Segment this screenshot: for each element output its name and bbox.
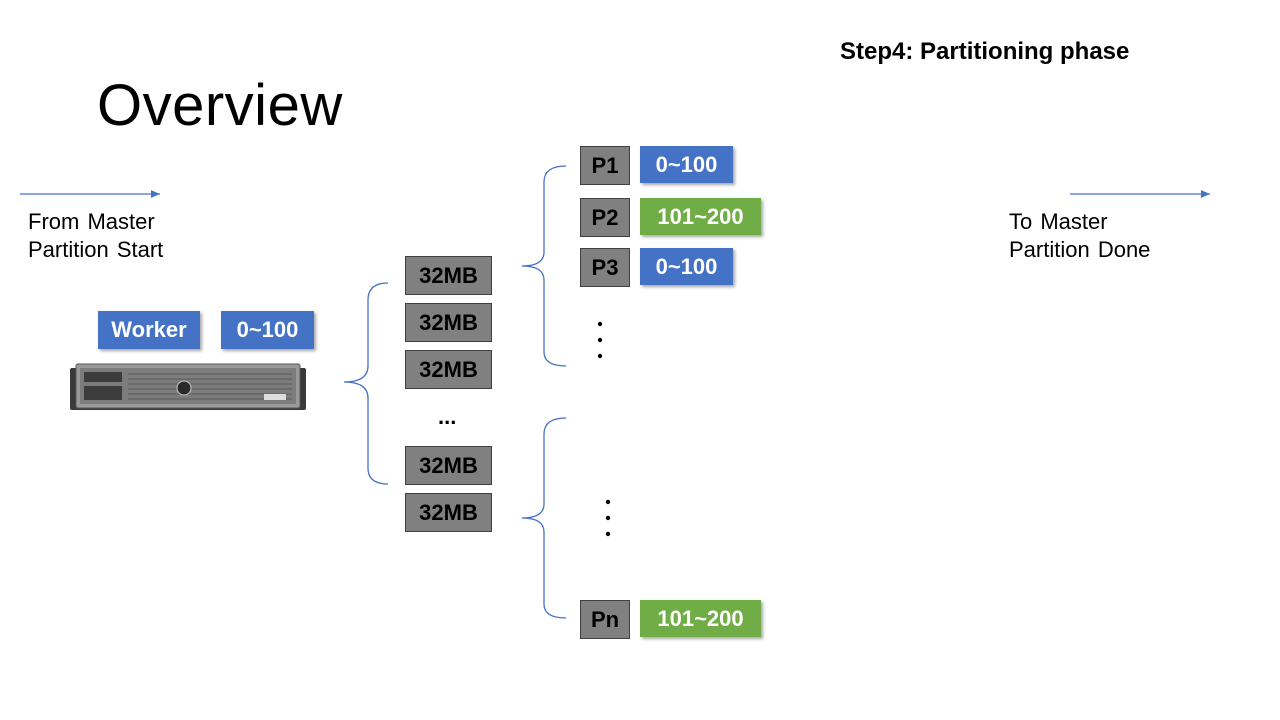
worker-label: Worker bbox=[98, 311, 200, 349]
chunk-box: 32MB bbox=[405, 446, 492, 485]
chunk-box: 32MB bbox=[405, 350, 492, 389]
partition-range: 0~100 bbox=[640, 248, 733, 285]
chunk-ellipsis: ... bbox=[438, 404, 457, 429]
right-caption: To Master Partition Done bbox=[1009, 208, 1150, 264]
left-caption-line1: From Master bbox=[28, 209, 155, 234]
partition-range: 101~200 bbox=[640, 600, 761, 637]
chunk-box: 32MB bbox=[405, 303, 492, 342]
worker-range: 0~100 bbox=[221, 311, 314, 349]
left-caption: From Master Partition Start bbox=[28, 208, 163, 264]
partition-id: P3 bbox=[580, 248, 630, 287]
left-caption-line2: Partition Start bbox=[28, 237, 164, 262]
chunk-box: 32MB bbox=[405, 493, 492, 532]
right-caption-line1: To Master bbox=[1009, 209, 1108, 234]
chunk-box: 32MB bbox=[405, 256, 492, 295]
partition-more-dots-top bbox=[597, 321, 603, 359]
partition-more-dots-bottom bbox=[605, 499, 611, 537]
partition-id: P1 bbox=[580, 146, 630, 185]
partition-id: Pn bbox=[580, 600, 630, 639]
chunk-to-partitions-brace-top bbox=[521, 165, 567, 367]
right-caption-line2: Partition Done bbox=[1009, 237, 1151, 262]
partition-range: 101~200 bbox=[640, 198, 761, 235]
slide-title: Overview bbox=[97, 73, 343, 138]
step-label: Step4: Partitioning phase bbox=[840, 38, 1130, 65]
server-rack-icon bbox=[70, 363, 306, 410]
chunk-to-partitions-brace-bottom bbox=[521, 417, 567, 619]
server-to-chunks-brace bbox=[343, 282, 389, 485]
partition-range: 0~100 bbox=[640, 146, 733, 183]
partition-id: P2 bbox=[580, 198, 630, 237]
